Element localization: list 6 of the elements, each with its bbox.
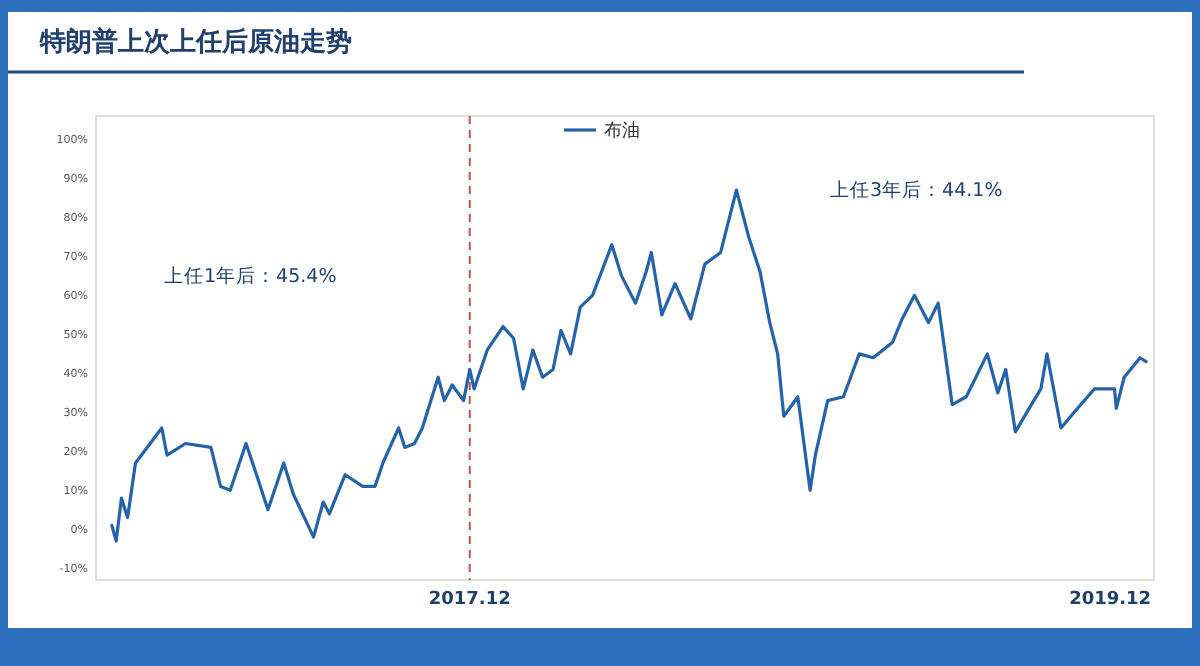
annotation: 上任1年后：45.4% bbox=[164, 264, 337, 288]
x-tick-label: 2019.12 bbox=[1069, 590, 1152, 610]
x-tick-label: 2017.12 bbox=[428, 590, 511, 610]
chart-title: 特朗普上次上任后原油走势 bbox=[38, 26, 352, 58]
annotation: 上任3年后：44.1% bbox=[830, 178, 1003, 202]
legend-label: 布油 bbox=[604, 120, 640, 142]
